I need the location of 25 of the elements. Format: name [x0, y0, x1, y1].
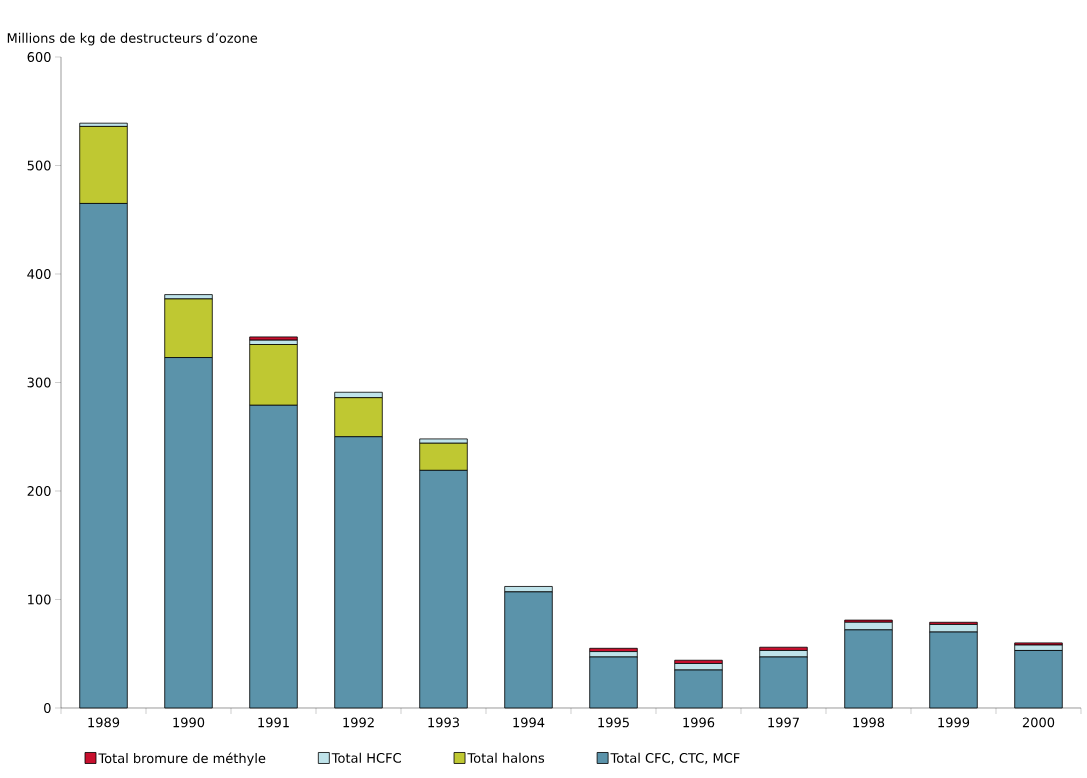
bar: [249, 336, 298, 341]
x-tick-label: 1998: [853, 717, 885, 728]
x-tick-label: 1997: [768, 717, 799, 728]
y-tick-label: 0: [44, 703, 51, 713]
legend-label: Total CFC, CTC, MCF: [610, 752, 740, 765]
y-axis-title: Millions de kg de destructeurs d’ozone: [7, 32, 258, 46]
x-tick-label: 1989: [88, 717, 120, 728]
legend-label: Total halons: [467, 752, 545, 763]
x-tick-label: 1991: [258, 717, 289, 728]
y-tick-label: 500: [27, 160, 51, 171]
x-tick-label: 1992: [343, 717, 374, 728]
x-tick-label: 1994: [513, 717, 545, 728]
legend-label: Total HCFC: [331, 752, 401, 763]
x-tick-label: 1999: [938, 717, 970, 728]
legend-label: Total bromure de méthyle: [98, 752, 266, 766]
y-tick-label: 600: [27, 52, 51, 62]
y-tick-label: 400: [27, 269, 51, 279]
y-tick-label: 200: [27, 486, 51, 496]
x-tick-label: 1996: [683, 717, 715, 728]
y-tick-label: 300: [27, 377, 51, 388]
x-tick-label: 1990: [173, 717, 205, 728]
x-tick-label: 1993: [428, 717, 459, 728]
y-tick-label: 100: [28, 594, 51, 605]
x-tick-label: 1995: [598, 717, 629, 728]
x-tick-label: 2000: [1022, 717, 1055, 728]
